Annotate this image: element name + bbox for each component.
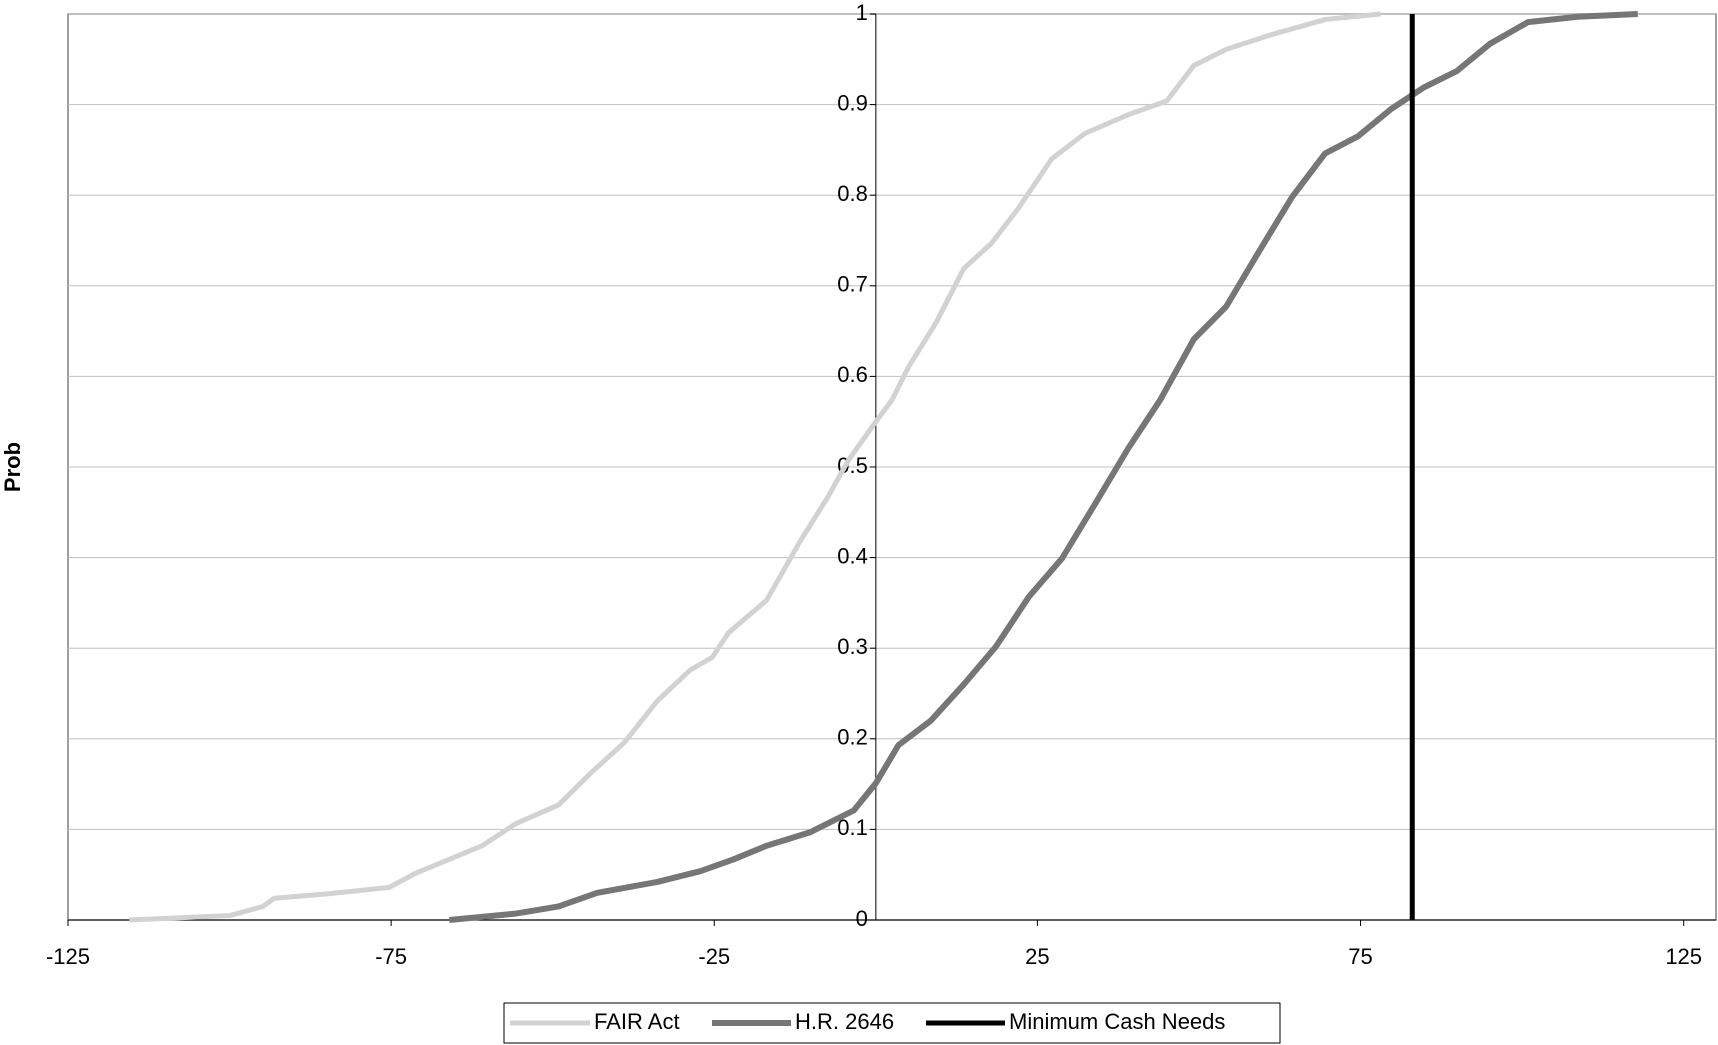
x-tick-label: -75 — [375, 944, 407, 969]
x-tick-label: 75 — [1348, 944, 1372, 969]
x-tick-label: 125 — [1665, 944, 1702, 969]
y-tick-label: 0.4 — [837, 543, 868, 568]
y-tick-label: 0.9 — [837, 90, 868, 115]
x-tick-label: -125 — [46, 944, 90, 969]
series-line — [129, 11, 1381, 923]
y-tick-label: 0.2 — [837, 725, 868, 750]
x-tick-label: -25 — [698, 944, 730, 969]
y-tick-label: 0.3 — [837, 634, 868, 659]
x-tick-label: 25 — [1025, 944, 1049, 969]
y-axis-label: Prob — [0, 442, 25, 492]
y-tick-label: 0.7 — [837, 272, 868, 297]
legend — [503, 1002, 1281, 1044]
legend-label: FAIR Act — [594, 1009, 680, 1034]
y-tick-label: 0.6 — [837, 362, 868, 387]
y-tick-label: 1 — [856, 0, 868, 25]
y-tick-label: 0.8 — [837, 181, 868, 206]
legend-label: H.R. 2646 — [795, 1009, 894, 1034]
legend-label: Minimum Cash Needs — [1009, 1009, 1225, 1034]
y-tick-label: 0 — [856, 906, 868, 931]
